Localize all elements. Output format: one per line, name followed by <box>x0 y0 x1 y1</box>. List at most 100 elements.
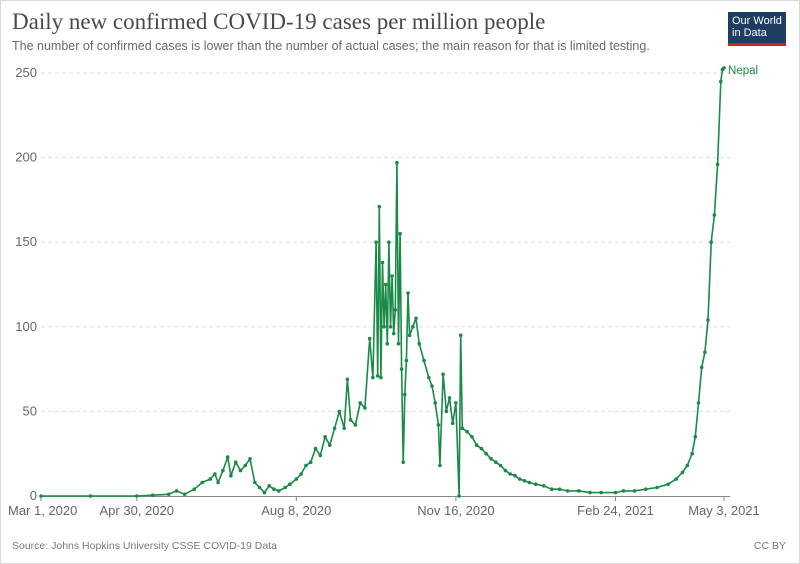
data-point-0-117 <box>696 401 701 405</box>
data-point-0-120 <box>706 318 710 322</box>
data-point-0-93 <box>508 472 512 476</box>
data-point-0-112 <box>674 477 678 481</box>
owid-logo[interactable]: Our World in Data <box>728 12 786 46</box>
y-tick-label-0: 0 <box>30 488 37 503</box>
data-point-0-8 <box>200 480 204 485</box>
series-label-0: Nepal <box>728 65 758 77</box>
data-point-0-88 <box>484 451 489 456</box>
data-point-0-65 <box>406 291 410 295</box>
data-point-0-43 <box>367 336 372 341</box>
data-point-0-82 <box>458 333 463 338</box>
data-point-0-92 <box>503 468 508 473</box>
data-point-0-61 <box>399 367 404 371</box>
data-point-0-26 <box>288 482 292 487</box>
data-point-0-4 <box>166 492 171 497</box>
data-point-0-49 <box>380 260 385 265</box>
data-point-0-15 <box>233 460 238 465</box>
series-line-0 <box>41 67 725 497</box>
data-point-0-46 <box>375 374 380 378</box>
data-point-0-107 <box>621 489 626 493</box>
x-tick-label-2: Aug 8, 2020 <box>261 503 331 518</box>
data-point-0-0 <box>39 494 43 498</box>
data-point-0-96 <box>522 479 527 483</box>
data-point-0-34 <box>328 443 332 448</box>
data-point-0-102 <box>565 489 570 493</box>
series-layer: Nepal <box>39 65 758 498</box>
data-point-0-63 <box>403 392 407 397</box>
data-point-0-98 <box>533 482 538 487</box>
data-point-0-57 <box>393 308 398 312</box>
data-point-0-73 <box>433 401 438 405</box>
logo-line-1: Our World <box>732 15 782 27</box>
data-point-0-123 <box>715 162 720 167</box>
data-point-0-52 <box>385 341 390 346</box>
x-tick-label-3: Nov 16, 2020 <box>417 503 494 518</box>
data-point-0-79 <box>450 421 455 426</box>
data-point-0-55 <box>390 274 394 278</box>
x-tick-label-4: Feb 24, 2021 <box>577 503 654 518</box>
data-point-0-91 <box>498 463 503 468</box>
data-point-0-67 <box>411 325 415 329</box>
data-point-0-80 <box>454 401 458 405</box>
source-note[interactable]: Source: Johns Hopkins University CSSE CO… <box>12 540 277 552</box>
data-point-0-6 <box>182 492 187 497</box>
data-point-0-119 <box>703 350 707 355</box>
license-link[interactable]: CC BY <box>753 540 786 552</box>
data-point-0-33 <box>323 435 327 439</box>
data-point-0-12 <box>221 468 225 473</box>
data-point-0-5 <box>174 489 179 493</box>
data-point-0-22 <box>267 484 272 488</box>
y-tick-label-250: 250 <box>15 65 37 80</box>
data-point-0-36 <box>337 409 342 414</box>
data-point-0-122 <box>712 213 717 217</box>
data-point-0-74 <box>436 423 441 427</box>
data-point-0-9 <box>208 477 212 481</box>
data-point-0-45 <box>374 240 378 244</box>
data-point-0-21 <box>262 490 267 495</box>
data-point-0-114 <box>685 463 690 468</box>
data-point-0-29 <box>304 463 308 468</box>
data-point-0-59 <box>396 341 401 346</box>
data-point-0-37 <box>342 426 347 431</box>
data-point-0-19 <box>253 480 257 485</box>
data-point-0-53 <box>387 240 391 244</box>
data-point-0-10 <box>213 472 217 476</box>
chart-title: Daily new confirmed COVID-19 cases per m… <box>12 9 546 34</box>
data-point-0-25 <box>283 485 288 490</box>
data-point-0-39 <box>348 418 353 422</box>
data-point-0-42 <box>363 406 367 410</box>
data-point-0-35 <box>332 426 337 431</box>
data-point-0-109 <box>644 487 648 492</box>
data-point-0-3 <box>150 493 155 498</box>
data-point-0-94 <box>513 473 517 478</box>
x-tick-label-0: Mar 1, 2020 <box>8 503 77 518</box>
data-point-0-28 <box>299 472 303 476</box>
data-point-0-68 <box>414 316 418 321</box>
data-point-0-104 <box>588 490 592 495</box>
data-point-0-44 <box>371 375 375 380</box>
data-point-0-62 <box>401 460 406 465</box>
data-point-0-126 <box>722 66 726 70</box>
logo-line-2: in Data <box>732 27 767 39</box>
data-point-0-111 <box>666 482 670 487</box>
data-point-0-27 <box>294 477 299 481</box>
y-tick-label-200: 200 <box>15 150 37 165</box>
data-point-0-86 <box>474 443 479 448</box>
gridlines <box>41 72 730 412</box>
data-point-0-20 <box>257 485 262 490</box>
data-point-0-118 <box>699 365 704 370</box>
data-point-0-32 <box>318 453 323 458</box>
chart-subtitle: The number of confirmed cases is lower t… <box>12 39 650 53</box>
data-point-0-66 <box>407 333 412 338</box>
x-tick-label-5: May 3, 2021 <box>688 503 760 518</box>
data-point-0-97 <box>527 480 532 485</box>
data-point-0-56 <box>391 331 396 336</box>
data-point-0-116 <box>693 435 698 439</box>
data-point-0-89 <box>489 457 493 461</box>
data-point-0-18 <box>248 457 252 461</box>
data-point-0-108 <box>632 489 637 493</box>
data-point-0-31 <box>313 446 318 451</box>
x-tick-label-1: Apr 30, 2020 <box>100 503 174 518</box>
data-point-0-40 <box>353 423 358 427</box>
data-point-0-95 <box>517 477 522 481</box>
